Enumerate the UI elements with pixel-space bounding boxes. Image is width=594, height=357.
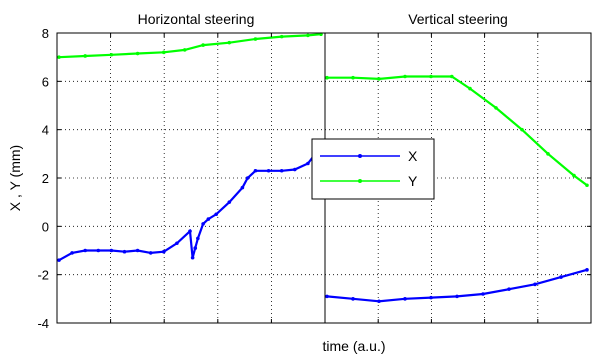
data-layer [57, 32, 589, 304]
data-point-y [351, 75, 355, 80]
data-point-x [293, 167, 297, 172]
data-point-x [96, 248, 101, 253]
data-point-x [109, 248, 114, 253]
y-tick-label: 4 [42, 123, 49, 138]
panel-title-vertical: Vertical steering [408, 11, 508, 27]
data-point-x [83, 248, 87, 253]
data-point-y [429, 74, 433, 79]
y-tick-label: 0 [42, 219, 49, 234]
data-point-y [494, 106, 498, 110]
data-point-x [253, 168, 258, 173]
data-point-y [162, 50, 166, 55]
legend-marker-y [358, 179, 362, 183]
data-point-x [57, 258, 61, 262]
series-line-x-panel-1 [58, 145, 322, 262]
data-point-y [585, 183, 589, 188]
data-point-y [135, 51, 140, 56]
data-point-x [403, 297, 407, 301]
data-point-x [533, 282, 537, 287]
data-point-x [325, 294, 329, 299]
data-point-x [214, 212, 218, 217]
data-point-x [351, 297, 355, 301]
x-axis-label: time (a.u.) [322, 338, 385, 354]
data-point-x [481, 292, 485, 296]
text-layer: Horizontal steering Vertical steering ti… [7, 11, 508, 354]
data-point-y [253, 37, 258, 41]
data-point-x [148, 251, 153, 255]
series-line-y-panel-1 [58, 33, 322, 59]
panel-title-horizontal: Horizontal steering [138, 11, 255, 27]
legend-box [311, 138, 435, 200]
data-point-x [507, 287, 511, 291]
plot-frame [56, 32, 592, 324]
data-point-x [70, 251, 74, 255]
data-point-x [266, 168, 271, 173]
data-point-y [468, 86, 472, 91]
data-point-x [377, 299, 381, 304]
data-point-y [182, 48, 187, 52]
data-point-x [227, 200, 232, 204]
data-point-y [279, 34, 284, 39]
data-point-x [196, 236, 200, 241]
data-point-x [175, 241, 179, 246]
data-point-y [403, 74, 407, 79]
data-point-y [227, 40, 232, 45]
data-point-x [585, 268, 589, 272]
y-tick-label: 6 [42, 74, 49, 89]
data-point-x [559, 275, 563, 279]
data-point-x [240, 185, 245, 190]
data-point-y [572, 173, 576, 178]
data-point-y [546, 152, 550, 156]
y-tick-label: 8 [42, 26, 49, 41]
data-point-y [201, 43, 205, 47]
data-point-x [206, 217, 211, 221]
data-point-x [162, 249, 166, 254]
grid-layer [57, 33, 591, 323]
data-point-x [193, 246, 198, 250]
data-point-y [325, 75, 329, 80]
y-tick-label: -4 [37, 316, 49, 331]
y-tick-label: 2 [42, 171, 49, 186]
y-tick-label: -2 [37, 268, 49, 283]
data-point-x [201, 222, 205, 226]
data-point-y [520, 127, 524, 132]
data-point-x [122, 249, 127, 254]
data-point-x [188, 229, 192, 233]
data-point-y [57, 55, 61, 59]
data-point-y [109, 52, 114, 57]
data-point-y [83, 54, 87, 58]
data-point-y [306, 33, 310, 38]
data-point-x [455, 294, 459, 299]
data-point-x [245, 176, 250, 180]
data-point-x [190, 255, 195, 260]
data-point-x [279, 168, 284, 173]
legend: X Y [311, 138, 435, 200]
data-point-x [306, 161, 310, 166]
data-point-y [377, 77, 381, 81]
data-point-x [429, 295, 433, 300]
legend-label-x: X [408, 148, 418, 164]
legend-marker-x [358, 154, 362, 158]
y-axis-label: X , Y (mm) [7, 145, 23, 211]
series-line-y-panel-2 [327, 75, 588, 187]
legend-label-y: Y [408, 173, 418, 189]
data-point-x [135, 248, 140, 253]
data-point-y [450, 74, 454, 79]
